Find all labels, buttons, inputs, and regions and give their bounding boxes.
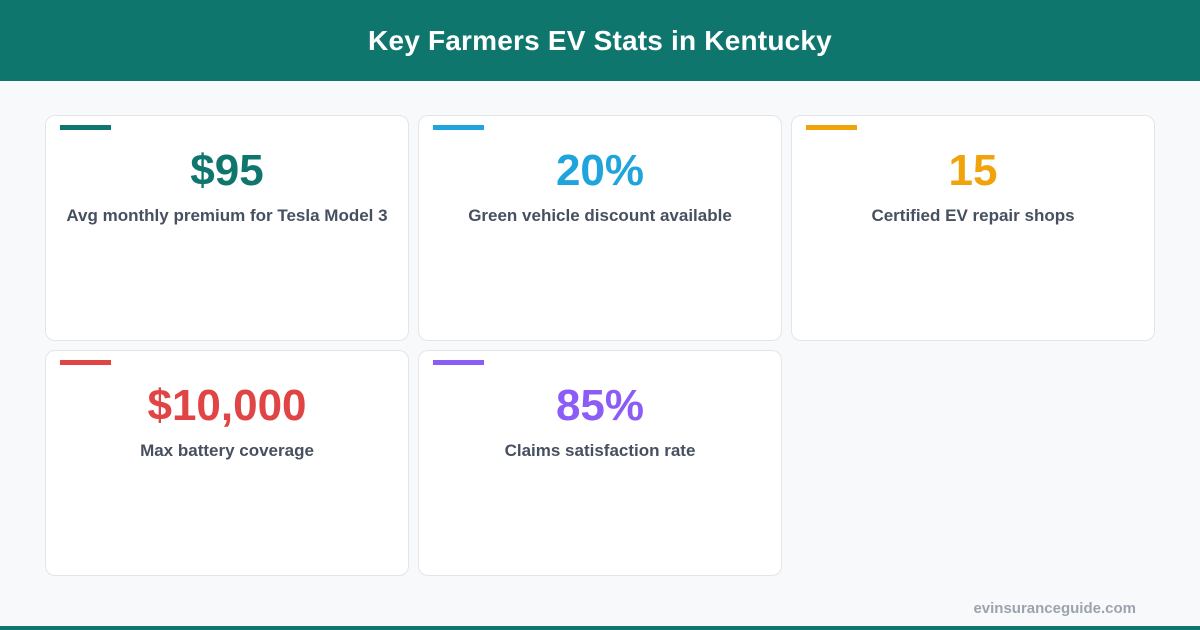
stat-label: Certified EV repair shops (871, 206, 1075, 225)
stat-value: $10,000 (147, 381, 307, 430)
site-watermark: evinsuranceguide.com (973, 600, 1136, 617)
stat-label: Max battery coverage (140, 441, 314, 460)
footer-bar (0, 626, 1200, 630)
stat-label: Claims satisfaction rate (504, 441, 696, 460)
stat-card-premium: $95 Avg monthly premium for Tesla Model … (45, 115, 409, 341)
stat-value: 20% (555, 146, 645, 195)
card-accent-bar (806, 125, 857, 130)
card-accent-bar (433, 125, 484, 130)
stat-card-discount: 20% Green vehicle discount available (418, 115, 782, 341)
page-title: Key Farmers EV Stats in Kentucky (368, 24, 832, 56)
stat-label: Avg monthly premium for Tesla Model 3 (66, 206, 388, 225)
stat-label: Green vehicle discount available (468, 206, 732, 225)
stat-value: 85% (555, 381, 645, 430)
card-accent-bar (60, 360, 111, 365)
stat-value: $95 (190, 146, 264, 195)
stat-card-repair-shops: 15 Certified EV repair shops (791, 115, 1155, 341)
stat-value: 15 (948, 146, 998, 195)
card-accent-bar (60, 125, 111, 130)
stat-card-satisfaction: 85% Claims satisfaction rate (418, 350, 782, 576)
header-banner: Key Farmers EV Stats in Kentucky (0, 0, 1200, 81)
card-accent-bar (433, 360, 484, 365)
stat-card-battery-coverage: $10,000 Max battery coverage (45, 350, 409, 576)
